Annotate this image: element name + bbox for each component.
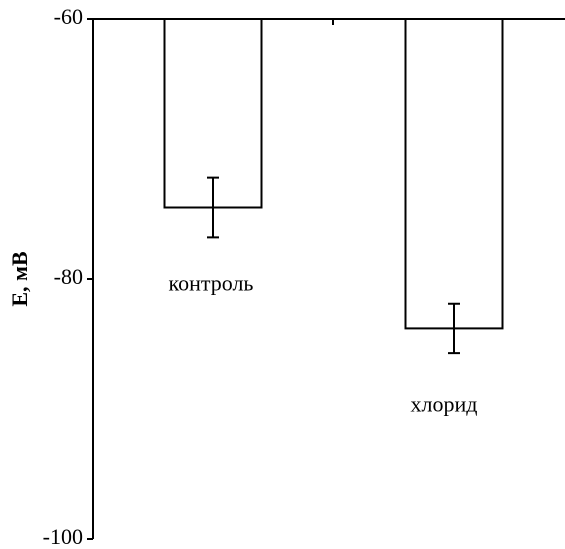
bar bbox=[404, 18, 504, 330]
y-tick-label: -60 bbox=[54, 4, 83, 29]
y-axis-label: E, мВ bbox=[7, 251, 32, 307]
y-tick-label: -80 bbox=[54, 264, 83, 289]
error-bar bbox=[448, 302, 460, 355]
error-bar bbox=[207, 176, 219, 239]
category-label: хлорид bbox=[411, 391, 478, 416]
category-label: контроль bbox=[169, 271, 254, 296]
y-tick-label: -100 bbox=[43, 524, 83, 549]
